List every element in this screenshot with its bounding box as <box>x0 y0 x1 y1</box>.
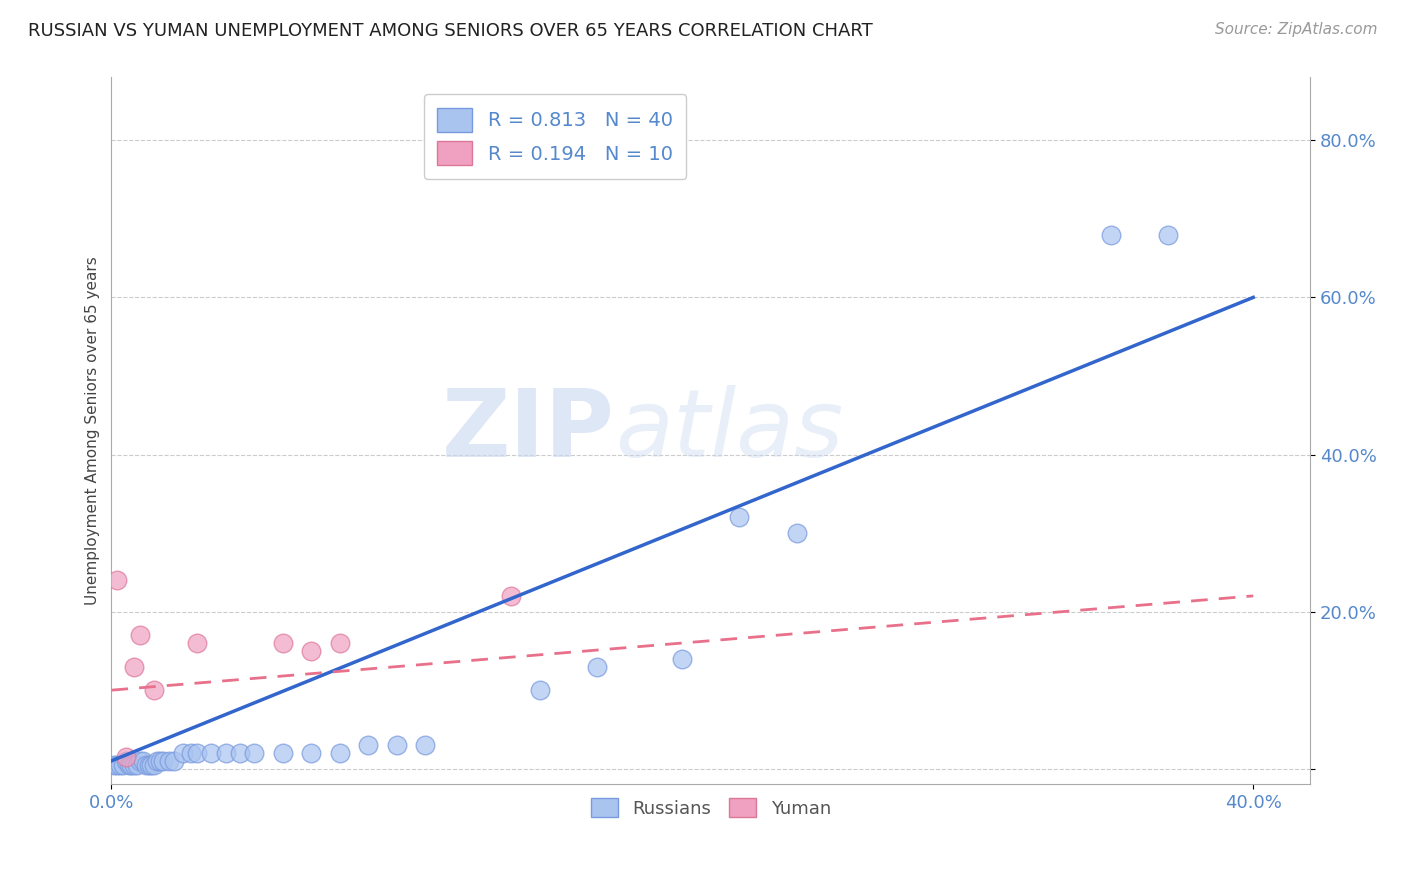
Point <box>135 757 157 772</box>
Point <box>243 746 266 760</box>
Point <box>114 754 136 768</box>
Point <box>117 757 139 772</box>
Point <box>146 754 169 768</box>
Point <box>214 746 236 760</box>
Point <box>385 738 408 752</box>
Point <box>271 746 294 760</box>
Point <box>357 738 380 752</box>
Point <box>129 628 152 642</box>
Text: atlas: atlas <box>614 385 844 476</box>
Point <box>186 746 208 760</box>
Point <box>786 526 808 541</box>
Point <box>529 683 551 698</box>
Point <box>1156 227 1178 242</box>
Text: ZIP: ZIP <box>441 385 614 477</box>
Point <box>105 573 128 587</box>
Point <box>499 589 522 603</box>
Point <box>103 757 125 772</box>
Point <box>141 757 163 772</box>
Point <box>671 652 693 666</box>
Point <box>271 636 294 650</box>
Point <box>186 636 208 650</box>
Point <box>585 659 607 673</box>
Point <box>329 746 352 760</box>
Point <box>163 754 186 768</box>
Point <box>105 757 128 772</box>
Point <box>229 746 252 760</box>
Point <box>114 750 136 764</box>
Point <box>138 757 160 772</box>
Point <box>149 754 172 768</box>
Point <box>143 683 166 698</box>
Point <box>129 754 152 768</box>
Point <box>157 754 180 768</box>
Text: Source: ZipAtlas.com: Source: ZipAtlas.com <box>1215 22 1378 37</box>
Point <box>143 757 166 772</box>
Point <box>152 754 174 768</box>
Point <box>127 757 149 772</box>
Point <box>180 746 202 760</box>
Point <box>1099 227 1122 242</box>
Point <box>132 754 155 768</box>
Point <box>299 746 322 760</box>
Legend: Russians, Yuman: Russians, Yuman <box>583 791 838 825</box>
Point <box>111 757 134 772</box>
Point <box>108 757 131 772</box>
Point <box>728 510 751 524</box>
Point <box>200 746 222 760</box>
Text: RUSSIAN VS YUMAN UNEMPLOYMENT AMONG SENIORS OVER 65 YEARS CORRELATION CHART: RUSSIAN VS YUMAN UNEMPLOYMENT AMONG SENI… <box>28 22 873 40</box>
Point <box>122 757 145 772</box>
Point <box>172 746 194 760</box>
Point <box>329 636 352 650</box>
Y-axis label: Unemployment Among Seniors over 65 years: Unemployment Among Seniors over 65 years <box>86 257 100 606</box>
Point <box>415 738 437 752</box>
Point <box>122 659 145 673</box>
Point <box>299 644 322 658</box>
Point <box>120 757 142 772</box>
